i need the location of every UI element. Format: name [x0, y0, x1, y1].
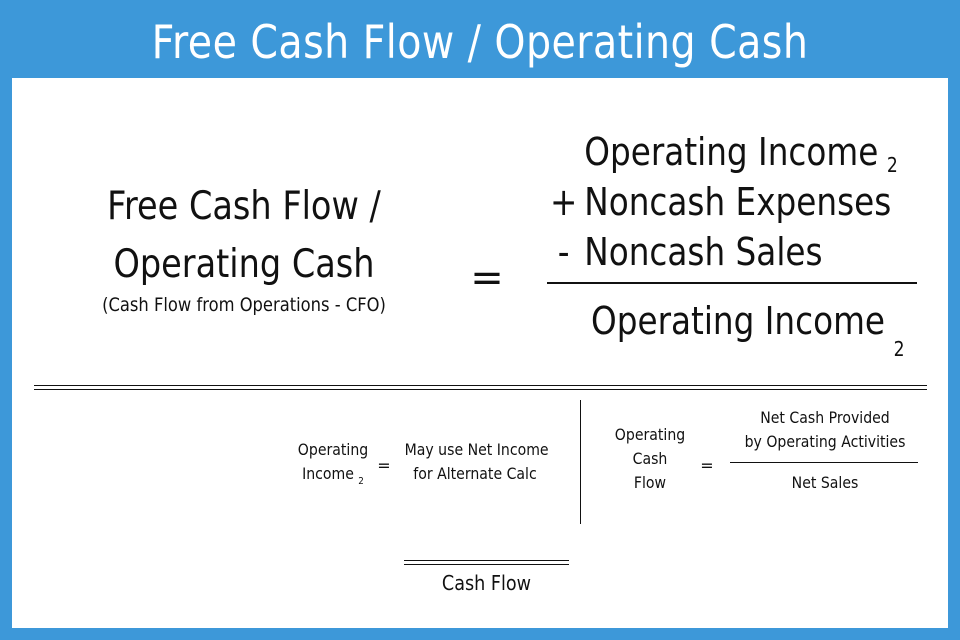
ocf-formula-lhs-line3: Flow	[633, 473, 667, 492]
ocf-formula-numerator-line2: by Operating Activities	[744, 432, 906, 451]
numerator-term-noncash-sales: - Noncash Sales	[543, 227, 823, 277]
note-formula-subscript: 2	[358, 476, 364, 487]
numerator-term-noncash-expenses: + Noncash Expenses	[543, 177, 891, 227]
note-formula-rhs-line2: for Alternate Calc	[413, 464, 537, 483]
denominator-subscript: 2	[893, 337, 905, 361]
note-formula-lhs-line1: Operating	[297, 440, 369, 459]
note-formula-lhs-line2: Income	[302, 464, 354, 483]
note-formula-rhs-line1: May use Net Income	[404, 440, 549, 459]
ocf-formula-lhs-line1: Operating	[614, 425, 686, 444]
numerator-term-operating-income: Operating Income 2	[543, 127, 898, 190]
ocf-formula-lhs-line2: Cash	[632, 449, 668, 468]
ocf-formula-denominator: Net Sales	[791, 473, 859, 492]
denominator-term: Operating Income 2	[591, 296, 905, 374]
ocf-fraction-bar	[730, 462, 918, 463]
vertical-divider	[580, 400, 581, 524]
ocf-formula-lhs: Operating Cash Flow	[610, 423, 689, 495]
note-formula-equals-sign: =	[377, 456, 391, 475]
note-formula-rhs: May use Net Income for Alternate Calc	[404, 438, 549, 486]
ocf-formula-numerator-line1: Net Cash Provided	[760, 408, 890, 427]
ocf-formula-equals-sign: =	[700, 456, 714, 475]
numerator-sign: +	[549, 180, 578, 224]
main-formula-lhs-line2: Operating Cash	[113, 242, 375, 287]
cash-flow-rule-top	[404, 560, 569, 561]
numerator-sign: -	[557, 230, 570, 274]
page-title: Free Cash Flow / Operating Cash	[151, 15, 809, 69]
cash-flow-label: Cash Flow	[441, 571, 532, 595]
numerator-term-label: Noncash Sales	[584, 230, 823, 274]
numerator-term-label: Noncash Expenses	[584, 180, 892, 224]
main-formula-lhs-line1: Free Cash Flow /	[107, 184, 381, 229]
main-formula-lhs: Free Cash Flow / Operating Cash	[44, 178, 443, 294]
main-formula-lhs-subtitle: (Cash Flow from Operations - CFO)	[102, 294, 386, 316]
numerator-term-label: Operating Income	[584, 130, 879, 174]
section-divider-top	[34, 385, 927, 386]
main-fraction-bar	[547, 282, 917, 284]
note-formula-lhs: Operating Income 2	[293, 438, 372, 494]
numerator-subscript: 2	[886, 153, 898, 177]
ocf-formula-numerator: Net Cash Provided by Operating Activitie…	[737, 406, 913, 454]
section-divider-bottom	[34, 389, 927, 390]
main-formula-equals-sign: =	[470, 255, 504, 301]
denominator-term-label: Operating Income	[591, 299, 886, 343]
formula-panel: Free Cash Flow / Operating Cash (Cash Fl…	[12, 78, 948, 628]
cash-flow-rule-bottom	[404, 564, 569, 565]
